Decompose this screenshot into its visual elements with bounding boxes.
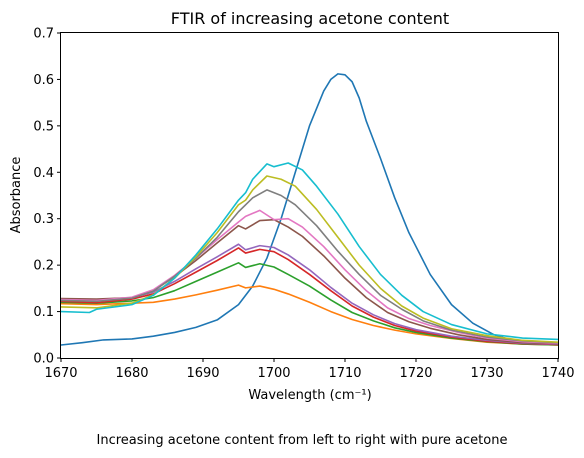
y-tick-label: 0.6 <box>33 73 54 88</box>
series-line-9 <box>60 175 559 344</box>
x-tick-label: 1720 <box>399 366 432 381</box>
y-axis: 0.0 0.1 0.2 0.3 0.4 0.5 0.6 0.7 <box>33 27 61 367</box>
series-line-6 <box>60 218 559 345</box>
x-axis: 1670 1680 1690 1700 1710 1720 1730 1740 <box>44 358 575 381</box>
y-tick-label: 0.5 <box>33 119 54 134</box>
plot-frame <box>60 32 559 359</box>
x-tick-label: 1730 <box>470 366 503 381</box>
y-axis-label: Absorbance <box>9 157 24 234</box>
y-tick-label: 0.7 <box>33 27 54 42</box>
x-tick-label: 1690 <box>186 366 219 381</box>
x-tick-label: 1680 <box>115 366 148 381</box>
figure-caption: Increasing acetone content from left to … <box>97 433 508 448</box>
x-tick-label: 1670 <box>44 366 77 381</box>
x-tick-label: 1740 <box>541 366 574 381</box>
series-line-7 <box>60 209 559 344</box>
series-line-3 <box>60 262 559 346</box>
y-tick-label: 0.3 <box>33 212 54 227</box>
series-line-1 <box>60 73 559 346</box>
y-tick-label: 0.0 <box>33 352 54 367</box>
series-line-2 <box>60 284 559 346</box>
y-tick-label: 0.4 <box>33 166 54 181</box>
series-line-8 <box>60 189 559 344</box>
x-axis-label: Wavelength (cm⁻¹) <box>248 388 371 403</box>
x-tick-label: 1700 <box>257 366 290 381</box>
series-layer <box>60 73 559 346</box>
chart-title: FTIR of increasing acetone content <box>171 9 449 28</box>
y-tick-label: 0.1 <box>33 305 54 320</box>
x-tick-label: 1710 <box>328 366 361 381</box>
y-tick-label: 0.2 <box>33 259 54 274</box>
series-line-10 <box>60 162 559 341</box>
series-line-4 <box>60 247 559 346</box>
